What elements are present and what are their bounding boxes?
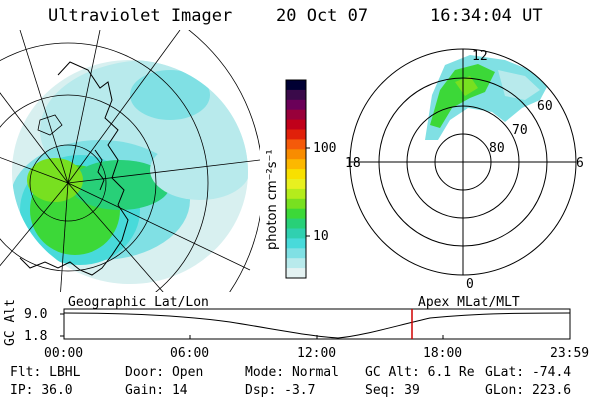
colorbar-segment — [286, 159, 306, 170]
info-glon: GLon: 223.6 — [485, 383, 572, 398]
geographic-auroral-image — [0, 30, 260, 292]
mlt-label-6: 6 — [576, 156, 584, 171]
colorbar-segment — [286, 119, 306, 130]
colorbar-segment — [286, 208, 306, 220]
colorbar-tick-10: 10 — [313, 229, 329, 244]
instrument-title: Ultraviolet Imager — [48, 6, 233, 26]
lat-label-80: 80 — [489, 141, 505, 156]
y-tick-1-8: 1.8 — [24, 329, 48, 344]
altitude-timeline — [60, 308, 571, 340]
geographic-label: Geographic Lat/Lon — [68, 295, 209, 310]
colorbar-segment — [286, 228, 306, 239]
x-tick-0600: 06:00 — [170, 346, 210, 361]
info-ip: IP: 36.0 — [10, 383, 73, 398]
polar-mlt-plot — [349, 48, 577, 276]
colorbar-segment — [286, 80, 306, 91]
colorbar-segment — [286, 179, 306, 190]
info-flt: Flt: LBHL — [10, 365, 81, 380]
colorbar-segment — [286, 198, 306, 210]
x-tick-1200: 12:00 — [297, 346, 337, 361]
colorbar-segment — [286, 258, 306, 269]
colorbar-segment — [286, 129, 306, 140]
info-glat: GLat: -74.4 — [485, 365, 572, 380]
mlt-label-18: 18 — [345, 156, 361, 171]
colorbar-segment — [286, 248, 306, 259]
colorbar-segment — [286, 149, 306, 160]
info-seq: Seq: 39 — [365, 383, 420, 398]
colorbar-segment — [286, 109, 306, 121]
colorbar-tick-100: 100 — [313, 141, 337, 156]
info-door: Door: Open — [125, 365, 204, 380]
info-mode: Mode: Normal — [245, 365, 339, 380]
info-gc-alt: GC Alt: 6.1 Re — [365, 365, 475, 380]
lat-label-60: 60 — [537, 99, 553, 114]
info-gain: Gain: 14 — [125, 383, 188, 398]
colorbar — [286, 80, 306, 279]
y-tick-9: 9.0 — [24, 307, 48, 322]
colorbar-segment — [286, 99, 306, 111]
mlt-label-0: 0 — [466, 277, 474, 292]
colorbar-segment — [286, 169, 306, 180]
gc-alt-axis-label: GC Alt — [3, 299, 18, 346]
apex-label: Apex MLat/MLT — [418, 295, 520, 310]
colorbar-segment — [286, 238, 306, 249]
colorbar-segment — [286, 89, 306, 101]
time-label: 16:34:04 UT — [430, 6, 543, 26]
lat-label-70: 70 — [512, 123, 528, 138]
colorbar-segment — [286, 218, 306, 229]
info-dsp: Dsp: -3.7 — [245, 383, 316, 398]
colorbar-segment — [286, 188, 306, 200]
mlt-label-12: 12 — [472, 49, 488, 64]
x-tick-1800: 18:00 — [423, 346, 463, 361]
colorbar-title: photon cm⁻²s⁻¹ — [265, 149, 280, 250]
x-tick-2359: 23:59 — [550, 346, 590, 361]
colorbar-segment — [286, 268, 306, 279]
x-tick-0000: 00:00 — [44, 346, 84, 361]
date-label: 20 Oct 07 — [276, 6, 369, 26]
colorbar-segment — [286, 139, 306, 150]
